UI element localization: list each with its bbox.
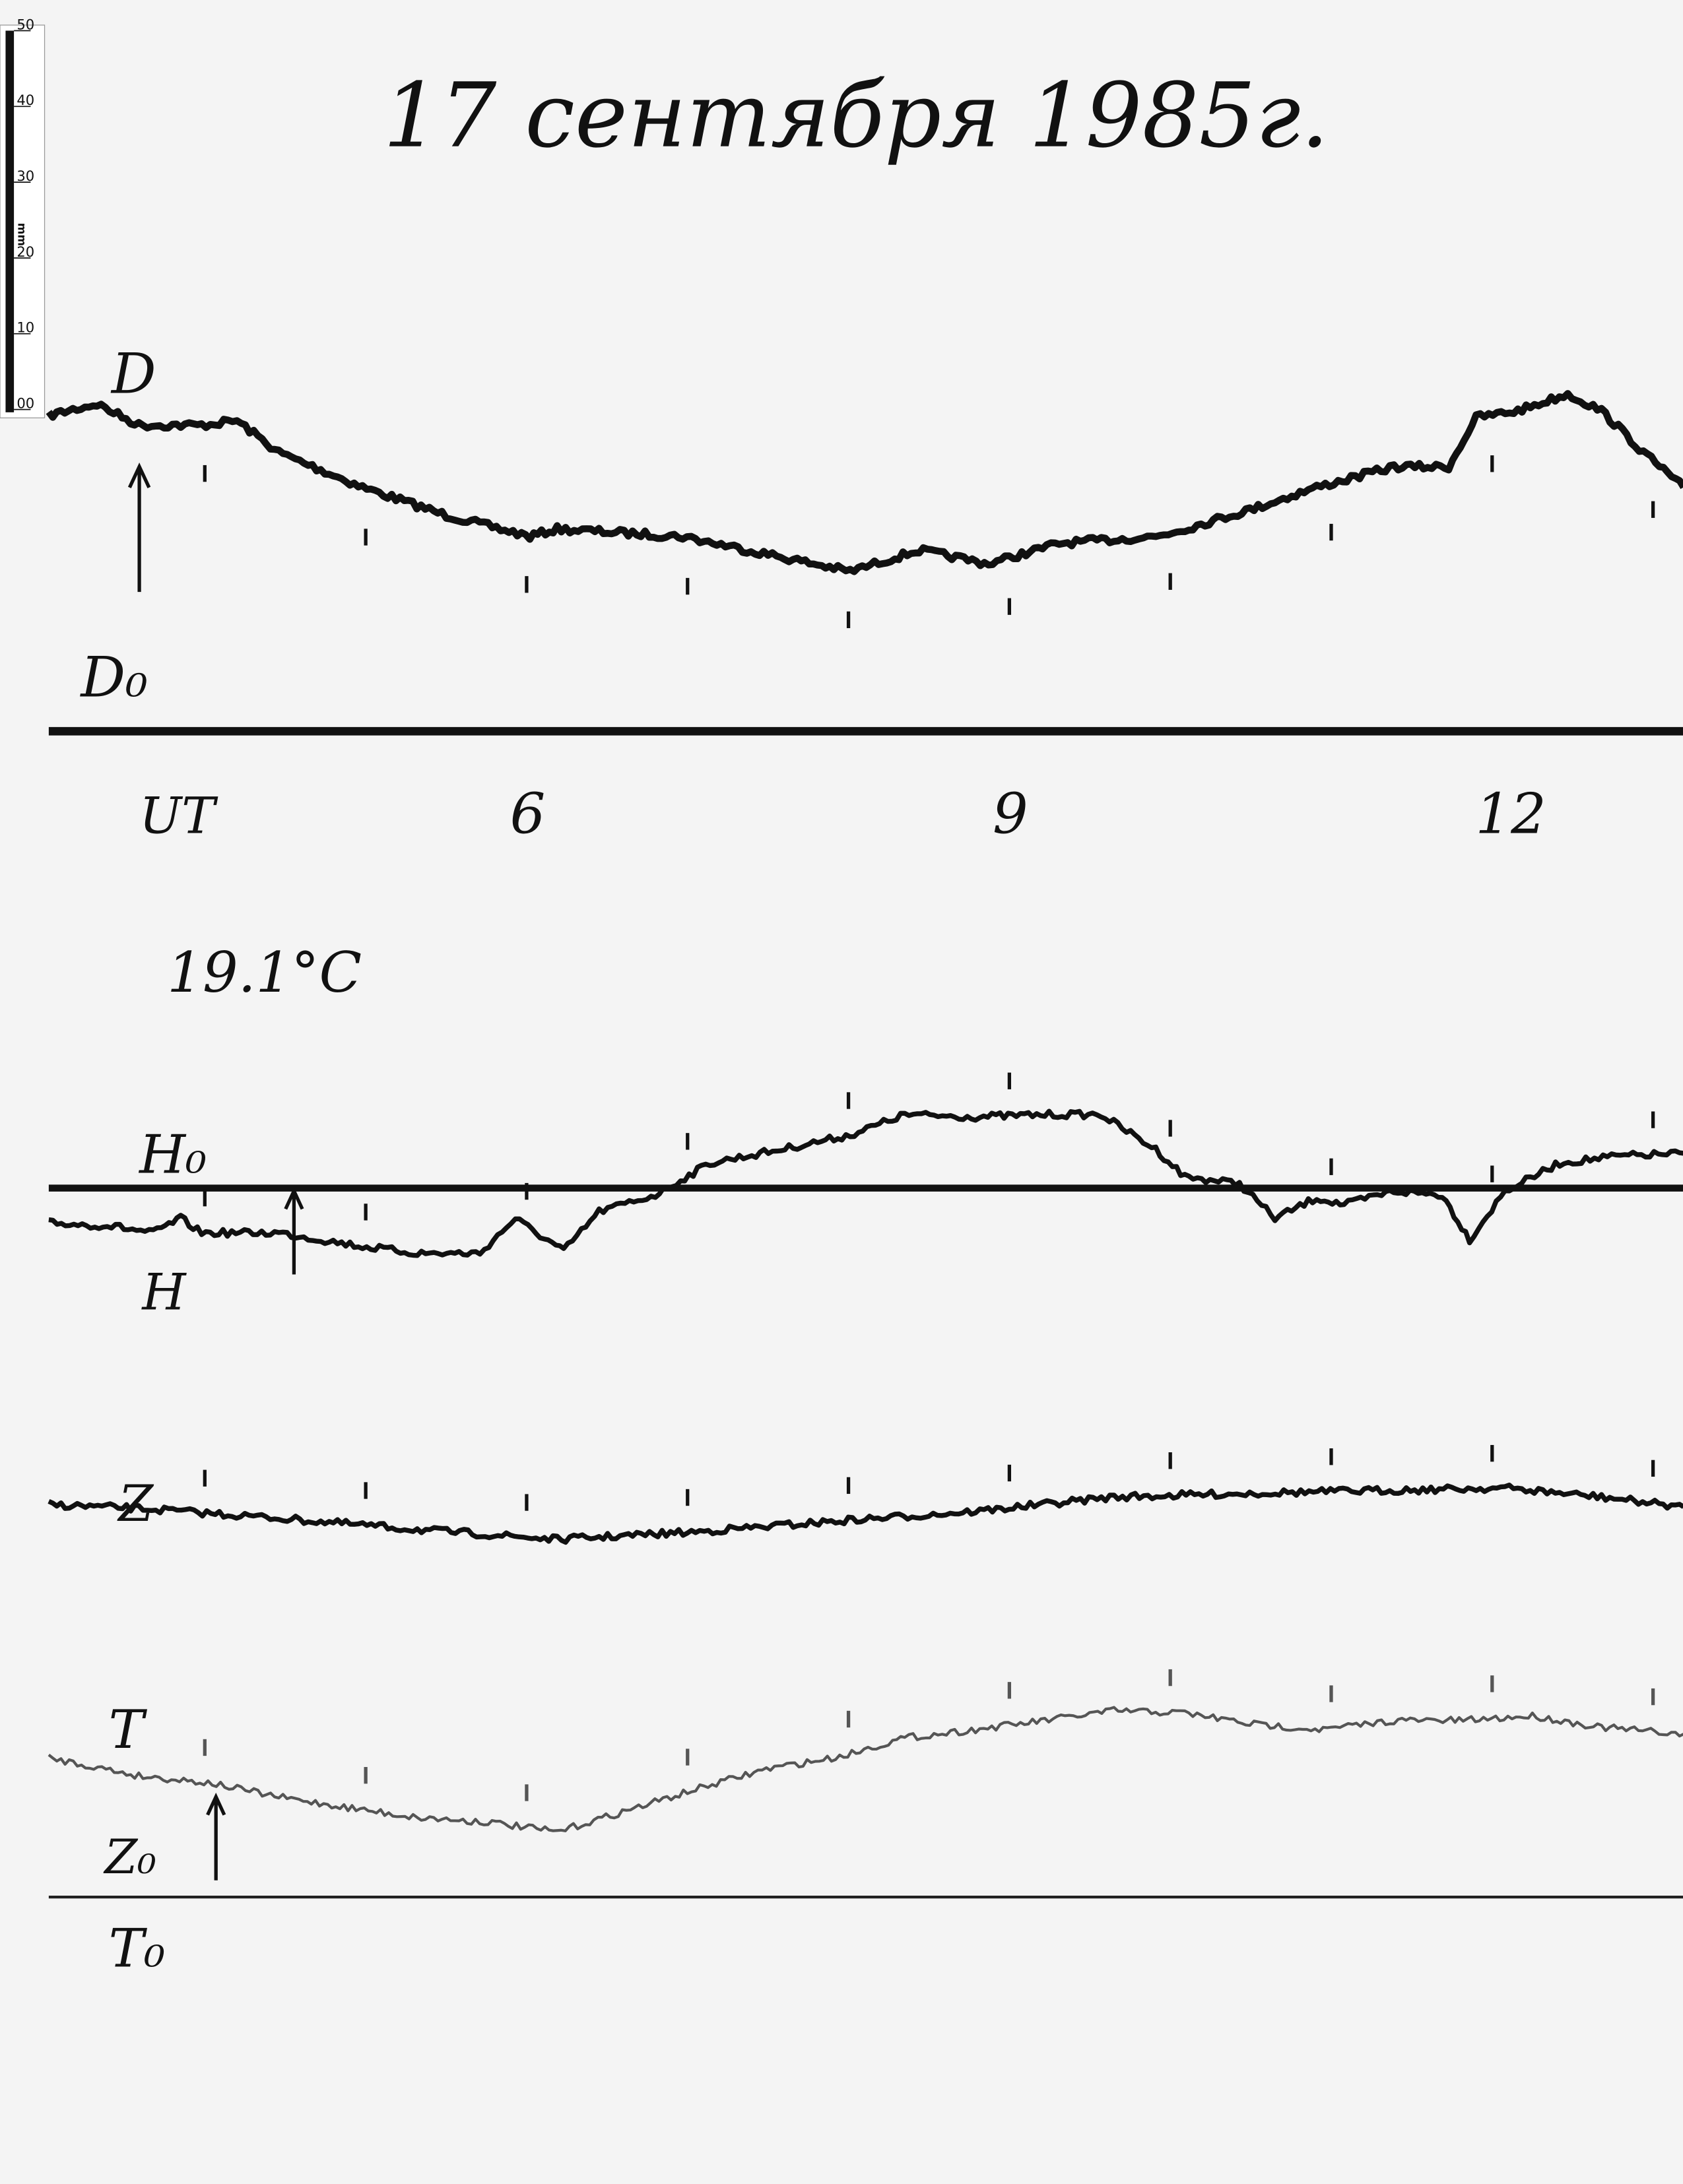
x-tick-label: 6 [510, 781, 546, 846]
x-tick-label: 12 [1475, 781, 1546, 846]
ruler-unit: mm [15, 223, 28, 246]
trace-z [48, 1483, 1683, 1545]
ruler-tick-label: 10 [16, 319, 34, 336]
mm-ruler: 00 10 20 30 40 50 mm [0, 16, 46, 418]
chart-title: 17 сентября 1985г. [383, 64, 1329, 168]
traces [46, 390, 1683, 1832]
label-d0: D₀ [79, 645, 148, 709]
label-t0: T₀ [109, 1918, 166, 1979]
label-t: T [109, 1699, 148, 1760]
ruler-tick-label: 30 [16, 168, 34, 184]
label-h: H [141, 1262, 187, 1321]
label-z0: Z₀ [103, 1829, 156, 1884]
t-arrow-icon [206, 1792, 226, 1880]
h-arrow-icon [284, 1186, 304, 1275]
trace-t [48, 1706, 1683, 1832]
ruler-tick-label: 00 [16, 395, 34, 412]
label-h0: H₀ [138, 1124, 207, 1185]
temperature-label: 19.1°C [167, 940, 362, 1005]
label-d: D [110, 341, 156, 406]
d-arrow-icon [127, 462, 151, 593]
trace-d [46, 390, 1683, 575]
label-ut: UT [139, 786, 218, 845]
ruler-tick-label: 20 [16, 243, 34, 260]
arrows [127, 462, 304, 1880]
ruler-tick-label: 40 [16, 92, 34, 108]
trace-h [48, 1108, 1683, 1258]
x-tick-label: 9 [993, 781, 1028, 846]
ruler-tick-label: 50 [16, 16, 34, 32]
